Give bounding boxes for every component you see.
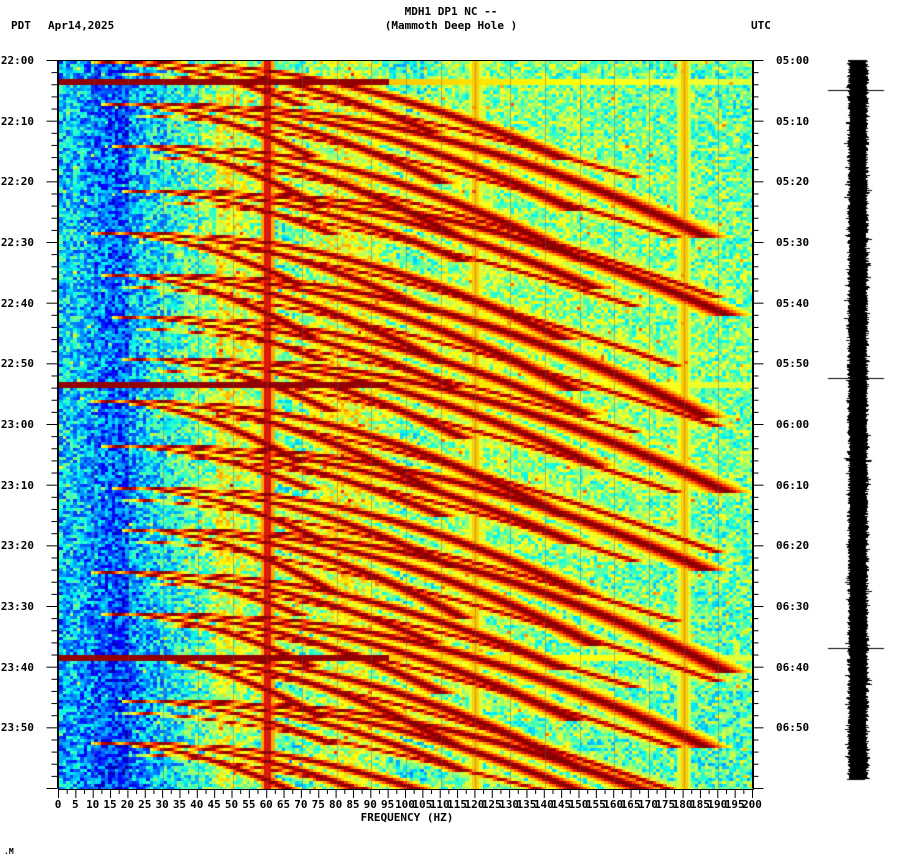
frequency-label: 70 bbox=[294, 798, 308, 811]
frequency-label: 155 bbox=[585, 798, 606, 811]
frequency-label: 65 bbox=[276, 798, 291, 811]
frequency-label: 200 bbox=[742, 798, 762, 811]
frequency-label: 95 bbox=[381, 798, 395, 811]
frequency-label: 105 bbox=[412, 798, 433, 811]
left-time-label: 22:20 bbox=[0, 175, 34, 189]
frequency-label: 180 bbox=[672, 798, 693, 811]
left-time-label: 23:00 bbox=[0, 418, 34, 431]
left-time-label: 23:20 bbox=[0, 539, 34, 553]
right-time-label: 05:50 bbox=[776, 357, 810, 371]
frequency-label: 130 bbox=[499, 798, 520, 811]
page-title: MDH1 DP1 NC -- bbox=[404, 5, 498, 18]
frequency-label: 55 bbox=[242, 798, 256, 811]
left-time-label: 23:10 bbox=[0, 478, 34, 492]
frequency-label: 10 bbox=[86, 798, 100, 811]
left-time-label: 22:40 bbox=[0, 296, 34, 310]
frequency-label: 190 bbox=[707, 798, 728, 811]
frequency-label: 15 bbox=[103, 798, 117, 811]
frequency-label: 75 bbox=[311, 798, 325, 811]
frequency-label: 120 bbox=[464, 798, 485, 811]
seismogram-trace bbox=[820, 58, 890, 788]
frequency-label: 20 bbox=[120, 798, 135, 811]
right-time-label: 06:20 bbox=[776, 539, 810, 553]
left-time-label: 23:50 bbox=[0, 721, 34, 735]
right-time-label: 06:00 bbox=[776, 418, 810, 431]
frequency-label: 140 bbox=[533, 798, 554, 811]
page-subtitle: (Mammoth Deep Hole ) bbox=[384, 19, 518, 32]
right-time-label: 05:20 bbox=[776, 175, 810, 189]
frequency-axis-title-text: FREQUENCY (HZ) bbox=[360, 811, 454, 824]
spectrogram-plot bbox=[58, 60, 754, 790]
right-time-label: 06:10 bbox=[776, 478, 810, 492]
seismogram-trace-canvas bbox=[820, 58, 890, 788]
date-label: Apr14,2025 bbox=[48, 19, 115, 32]
spectrogram-canvas bbox=[59, 61, 753, 789]
frequency-label: 110 bbox=[429, 798, 450, 811]
timezone-label-right: UTC bbox=[751, 19, 771, 32]
corner-artifact-mark: .M bbox=[4, 847, 14, 856]
left-time-label: 22:10 bbox=[0, 114, 34, 128]
frequency-label: 150 bbox=[568, 798, 589, 811]
frequency-label: 80 bbox=[328, 798, 343, 811]
right-time-label: 05:00 bbox=[776, 54, 810, 67]
right-time-label: 05:10 bbox=[776, 114, 810, 128]
right-time-label: 05:30 bbox=[776, 236, 810, 249]
frequency-label: 60 bbox=[259, 798, 273, 811]
left-time-label: 23:30 bbox=[0, 600, 34, 613]
right-time-label: 06:30 bbox=[776, 600, 810, 613]
frequency-label: 50 bbox=[224, 798, 239, 811]
left-time-label: 22:30 bbox=[0, 236, 34, 249]
frequency-label: 185 bbox=[690, 798, 710, 811]
right-time-label: 05:40 bbox=[776, 296, 810, 310]
frequency-label: 5 bbox=[72, 798, 79, 811]
left-time-label: 23:40 bbox=[0, 660, 34, 674]
frequency-label: 145 bbox=[551, 798, 572, 811]
left-time-axis bbox=[46, 60, 58, 789]
frequency-label: 85 bbox=[346, 798, 360, 811]
frequency-label: 195 bbox=[724, 798, 745, 811]
frequency-label: 25 bbox=[138, 798, 152, 811]
frequency-label: 170 bbox=[637, 798, 658, 811]
frequency-label: 90 bbox=[363, 798, 377, 811]
frequency-label: 165 bbox=[620, 798, 641, 811]
frequency-label: 30 bbox=[155, 798, 169, 811]
frequency-label: 100 bbox=[395, 798, 415, 811]
frequency-label: 175 bbox=[655, 798, 676, 811]
right-time-label: 06:50 bbox=[776, 721, 810, 735]
frequency-label: 0 bbox=[54, 798, 62, 811]
right-time-axis bbox=[752, 60, 764, 789]
right-time-label: 06:40 bbox=[776, 660, 810, 674]
frequency-label: 160 bbox=[603, 798, 624, 811]
frequency-label: 125 bbox=[481, 798, 502, 811]
frequency-label: 40 bbox=[190, 798, 204, 811]
frequency-axis-title: FREQUENCY (HZ) bbox=[0, 811, 902, 824]
left-time-label: 22:50 bbox=[0, 357, 34, 371]
frequency-label: 35 bbox=[172, 798, 187, 811]
frequency-label: 135 bbox=[516, 798, 537, 811]
frequency-label: 45 bbox=[207, 798, 221, 811]
frequency-label: 115 bbox=[447, 798, 467, 811]
timezone-label-left: PDT bbox=[11, 19, 31, 32]
left-time-label: 22:00 bbox=[0, 54, 34, 67]
